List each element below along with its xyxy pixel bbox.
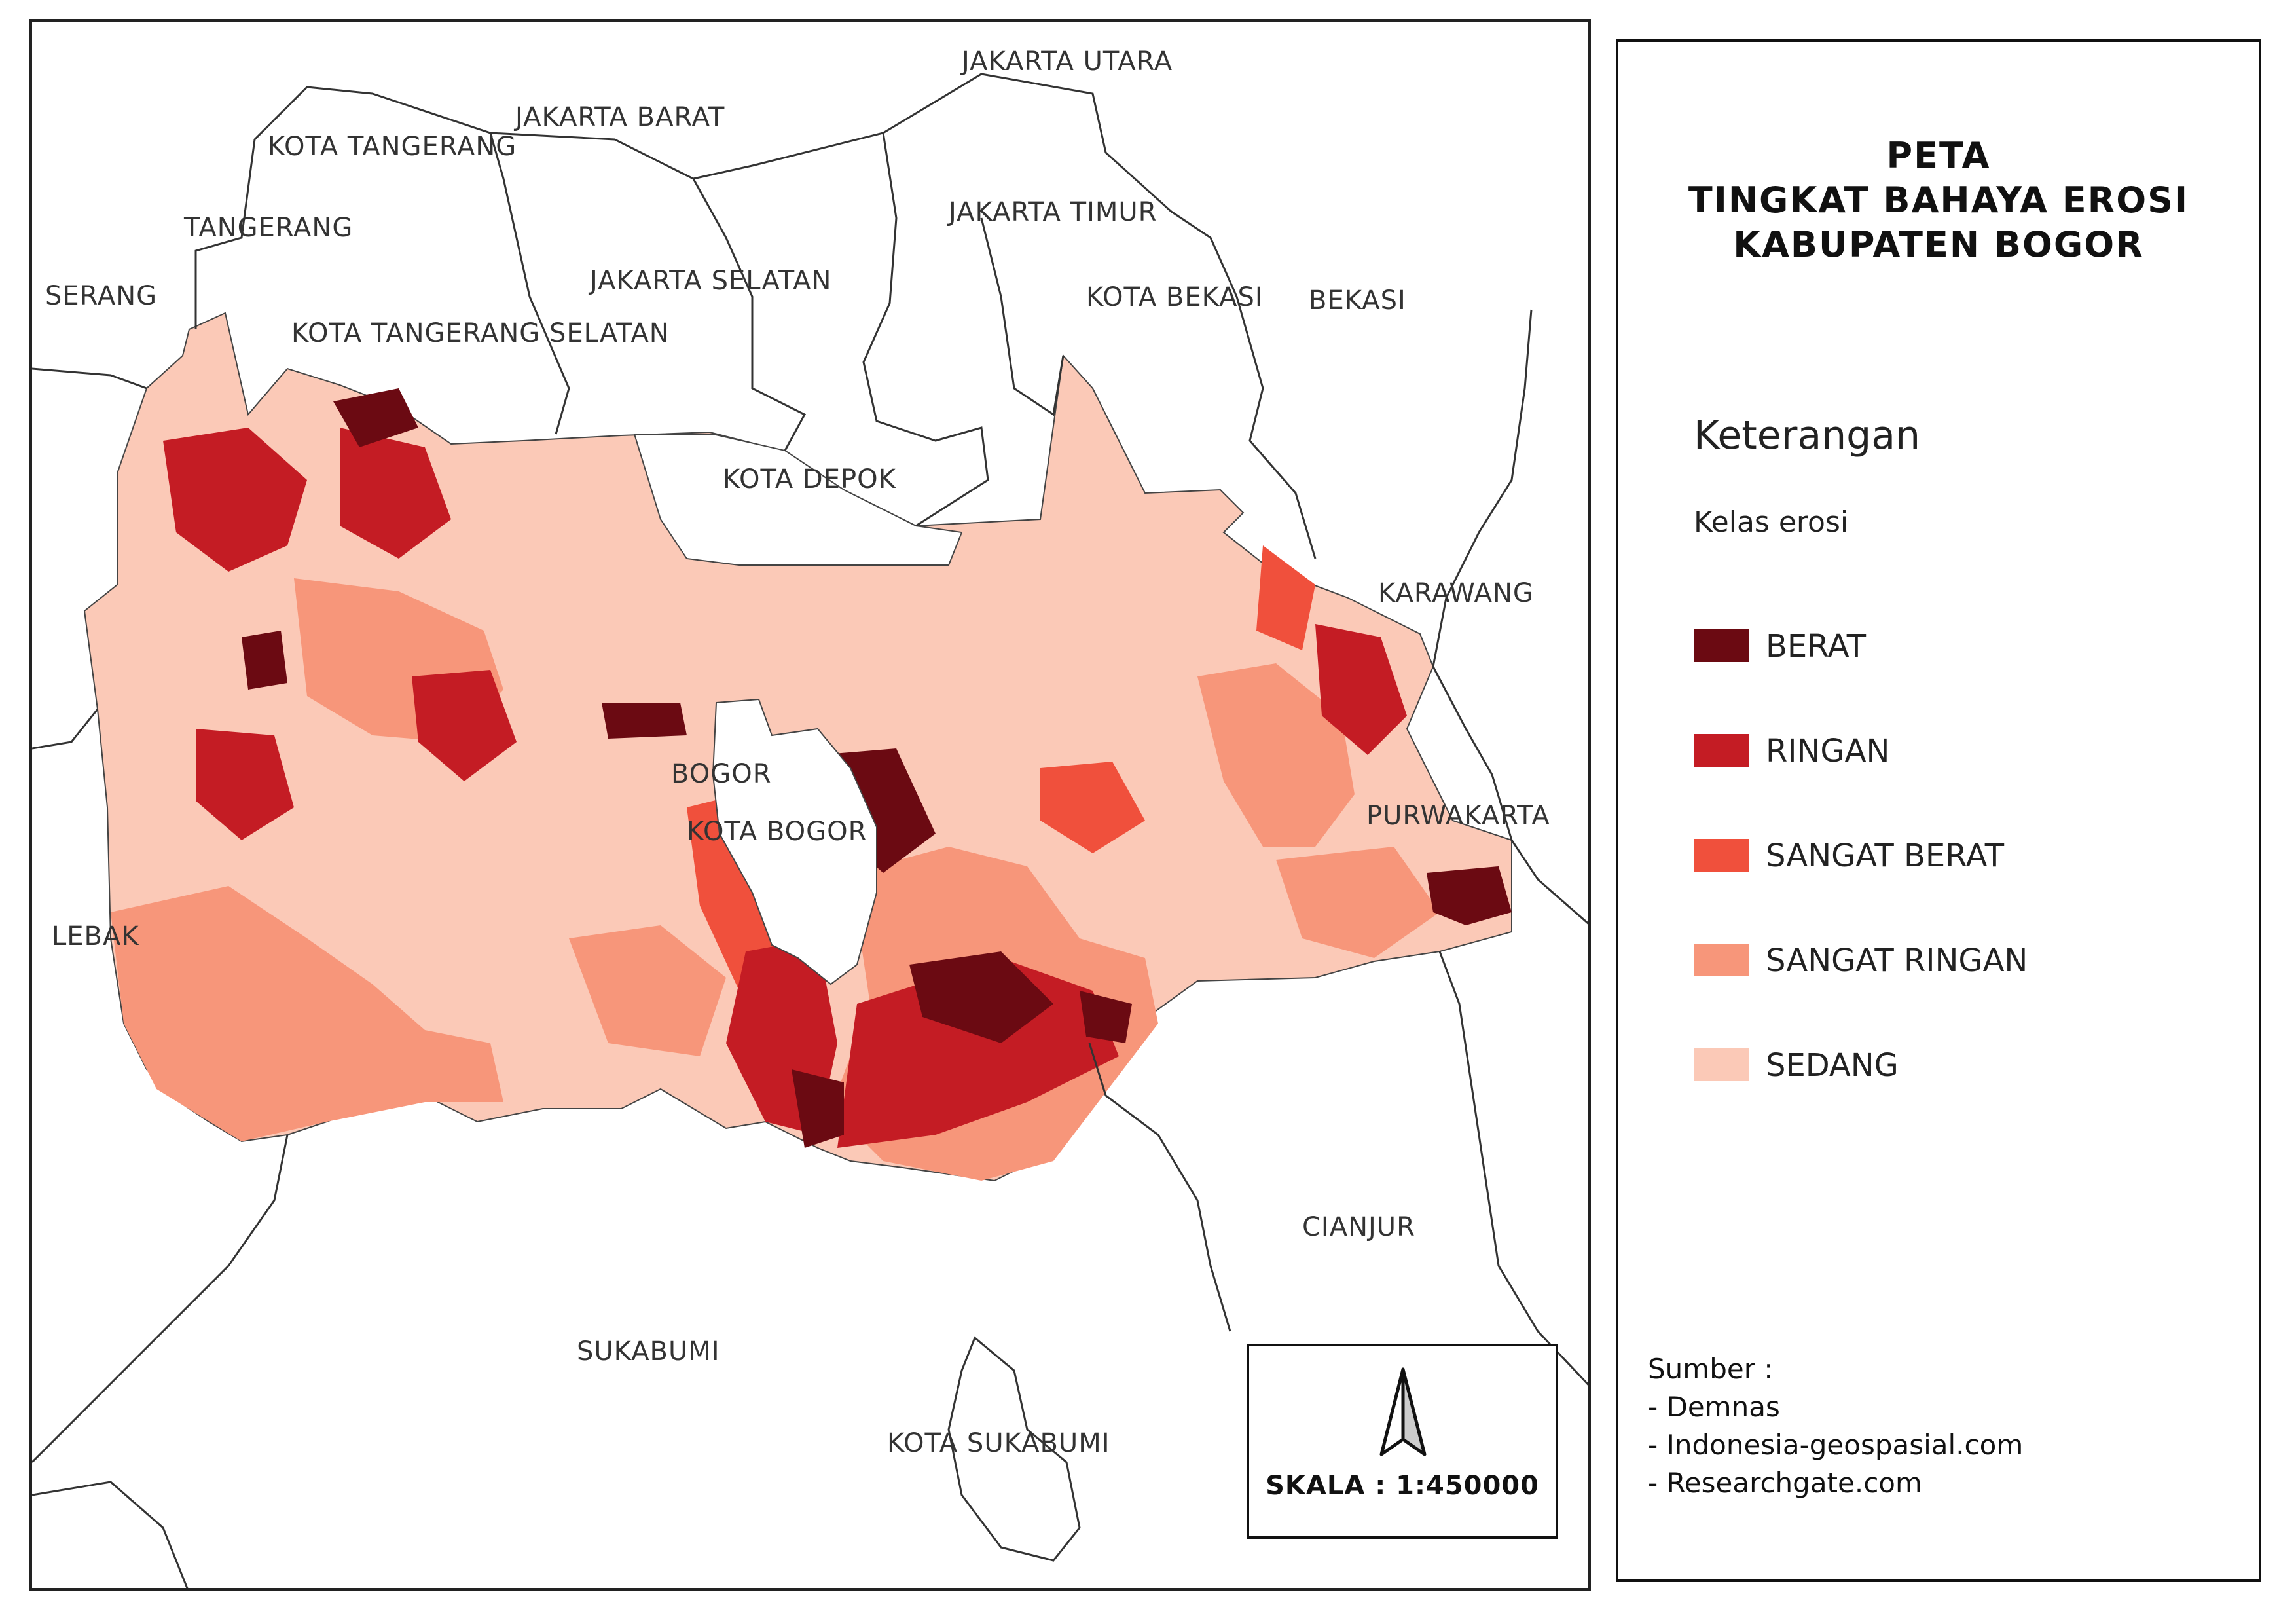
region-ringan-7 (412, 670, 517, 781)
north-arrow-icon (1379, 1367, 1427, 1456)
legend-subheading: Kelas erosi (1694, 506, 1849, 539)
region-berat-1 (602, 703, 687, 739)
label-kota-depok: KOTA DEPOK (723, 464, 896, 494)
region-ringan-1 (163, 428, 307, 572)
region-sangat-ringan-5 (569, 925, 726, 1056)
region-berat-3 (1427, 866, 1512, 925)
label-kota-bogor: KOTA BOGOR (687, 817, 867, 847)
label-karawang: KARAWANG (1378, 578, 1534, 608)
label-tangerang: TANGERANG (184, 213, 354, 243)
label-jakarta-selatan: JAKARTA SELATAN (590, 266, 832, 296)
source-block: Sumber : - Demnas - Indonesia-geospasial… (1648, 1350, 2023, 1502)
source-item: - Demnas (1648, 1391, 1780, 1423)
legend-swatch-ringan (1694, 734, 1749, 767)
region-ringan-2 (340, 428, 451, 559)
legend-panel: PETA TINGKAT BAHAYA EROSI KABUPATEN BOGO… (1616, 39, 2261, 1582)
source-item: - Researchgate.com (1648, 1467, 1922, 1499)
legend-heading: Keterangan (1694, 413, 1921, 458)
legend-label-ringan: RINGAN (1766, 733, 1890, 769)
label-kota-sukabumi: KOTA SUKABUMI (887, 1428, 1110, 1458)
region-sangat-berat-3 (1040, 762, 1145, 853)
label-purwakarta: PURWAKARTA (1366, 801, 1550, 831)
source-item: - Indonesia-geospasial.com (1648, 1429, 2024, 1461)
region-berat-4 (909, 951, 1053, 1043)
scale-box: SKALA : 1:450000 (1247, 1344, 1558, 1539)
legend-label-sangat-berat: SANGAT BERAT (1766, 838, 2005, 874)
region-sangat-berat-2 (1256, 545, 1315, 650)
label-bogor: BOGOR (671, 759, 772, 789)
label-kota-bekasi: KOTA BEKASI (1086, 282, 1264, 312)
label-kota-tangerang-selatan: KOTA TANGERANG SELATAN (291, 318, 670, 348)
region-berat-8 (1080, 991, 1132, 1043)
map-title-line3: KABUPATEN BOGOR (1733, 224, 2144, 265)
region-sangat-ringan-6 (1276, 847, 1440, 958)
admin-boundaries (32, 73, 1588, 1588)
legend-swatch-sangat-ringan (1694, 944, 1749, 976)
legend-swatch-sedang (1694, 1048, 1749, 1081)
region-berat-7 (242, 631, 287, 690)
map-frame: JAKARTA UTARA JAKARTA BARAT KOTA TANGERA… (29, 19, 1591, 1591)
region-kota-bogor (712, 698, 877, 986)
region-ringan-6 (1315, 624, 1407, 755)
label-cianjur: CIANJUR (1302, 1212, 1415, 1242)
region-berat-5 (333, 388, 418, 447)
legend-label-sangat-ringan: SANGAT RINGAN (1766, 942, 2028, 979)
label-sukabumi: SUKABUMI (577, 1337, 720, 1367)
label-jakarta-barat: JAKARTA BARAT (515, 102, 725, 132)
label-lebak: LEBAK (52, 921, 139, 951)
label-kota-tangerang: KOTA TANGERANG (268, 132, 517, 162)
label-serang: SERANG (45, 281, 158, 311)
region-kota-depok (633, 434, 963, 566)
region-berat-6 (792, 1069, 844, 1148)
label-jakarta-utara: JAKARTA UTARA (962, 46, 1173, 77)
region-sangat-ringan-1 (111, 886, 503, 1141)
legend-swatch-berat (1694, 629, 1749, 662)
label-bekasi: BEKASI (1309, 286, 1406, 316)
map-title-line1: PETA (1886, 135, 1991, 176)
scale-label: SKALA : 1:450000 (1266, 1471, 1539, 1501)
map-canvas[interactable] (32, 22, 1591, 1591)
map-title: PETA TINGKAT BAHAYA EROSI KABUPATEN BOGO… (1618, 134, 2259, 267)
source-title: Sumber : (1648, 1353, 1774, 1385)
map-title-line2: TINGKAT BAHAYA EROSI (1688, 179, 2189, 221)
legend-swatch-sangat-berat (1694, 839, 1749, 872)
legend-label-berat: BERAT (1766, 628, 1867, 665)
region-ringan-5 (196, 729, 294, 840)
label-jakarta-timur: JAKARTA TIMUR (949, 197, 1157, 227)
region-sangat-ringan-4 (1197, 663, 1355, 847)
legend-label-sedang: SEDANG (1766, 1047, 1899, 1084)
